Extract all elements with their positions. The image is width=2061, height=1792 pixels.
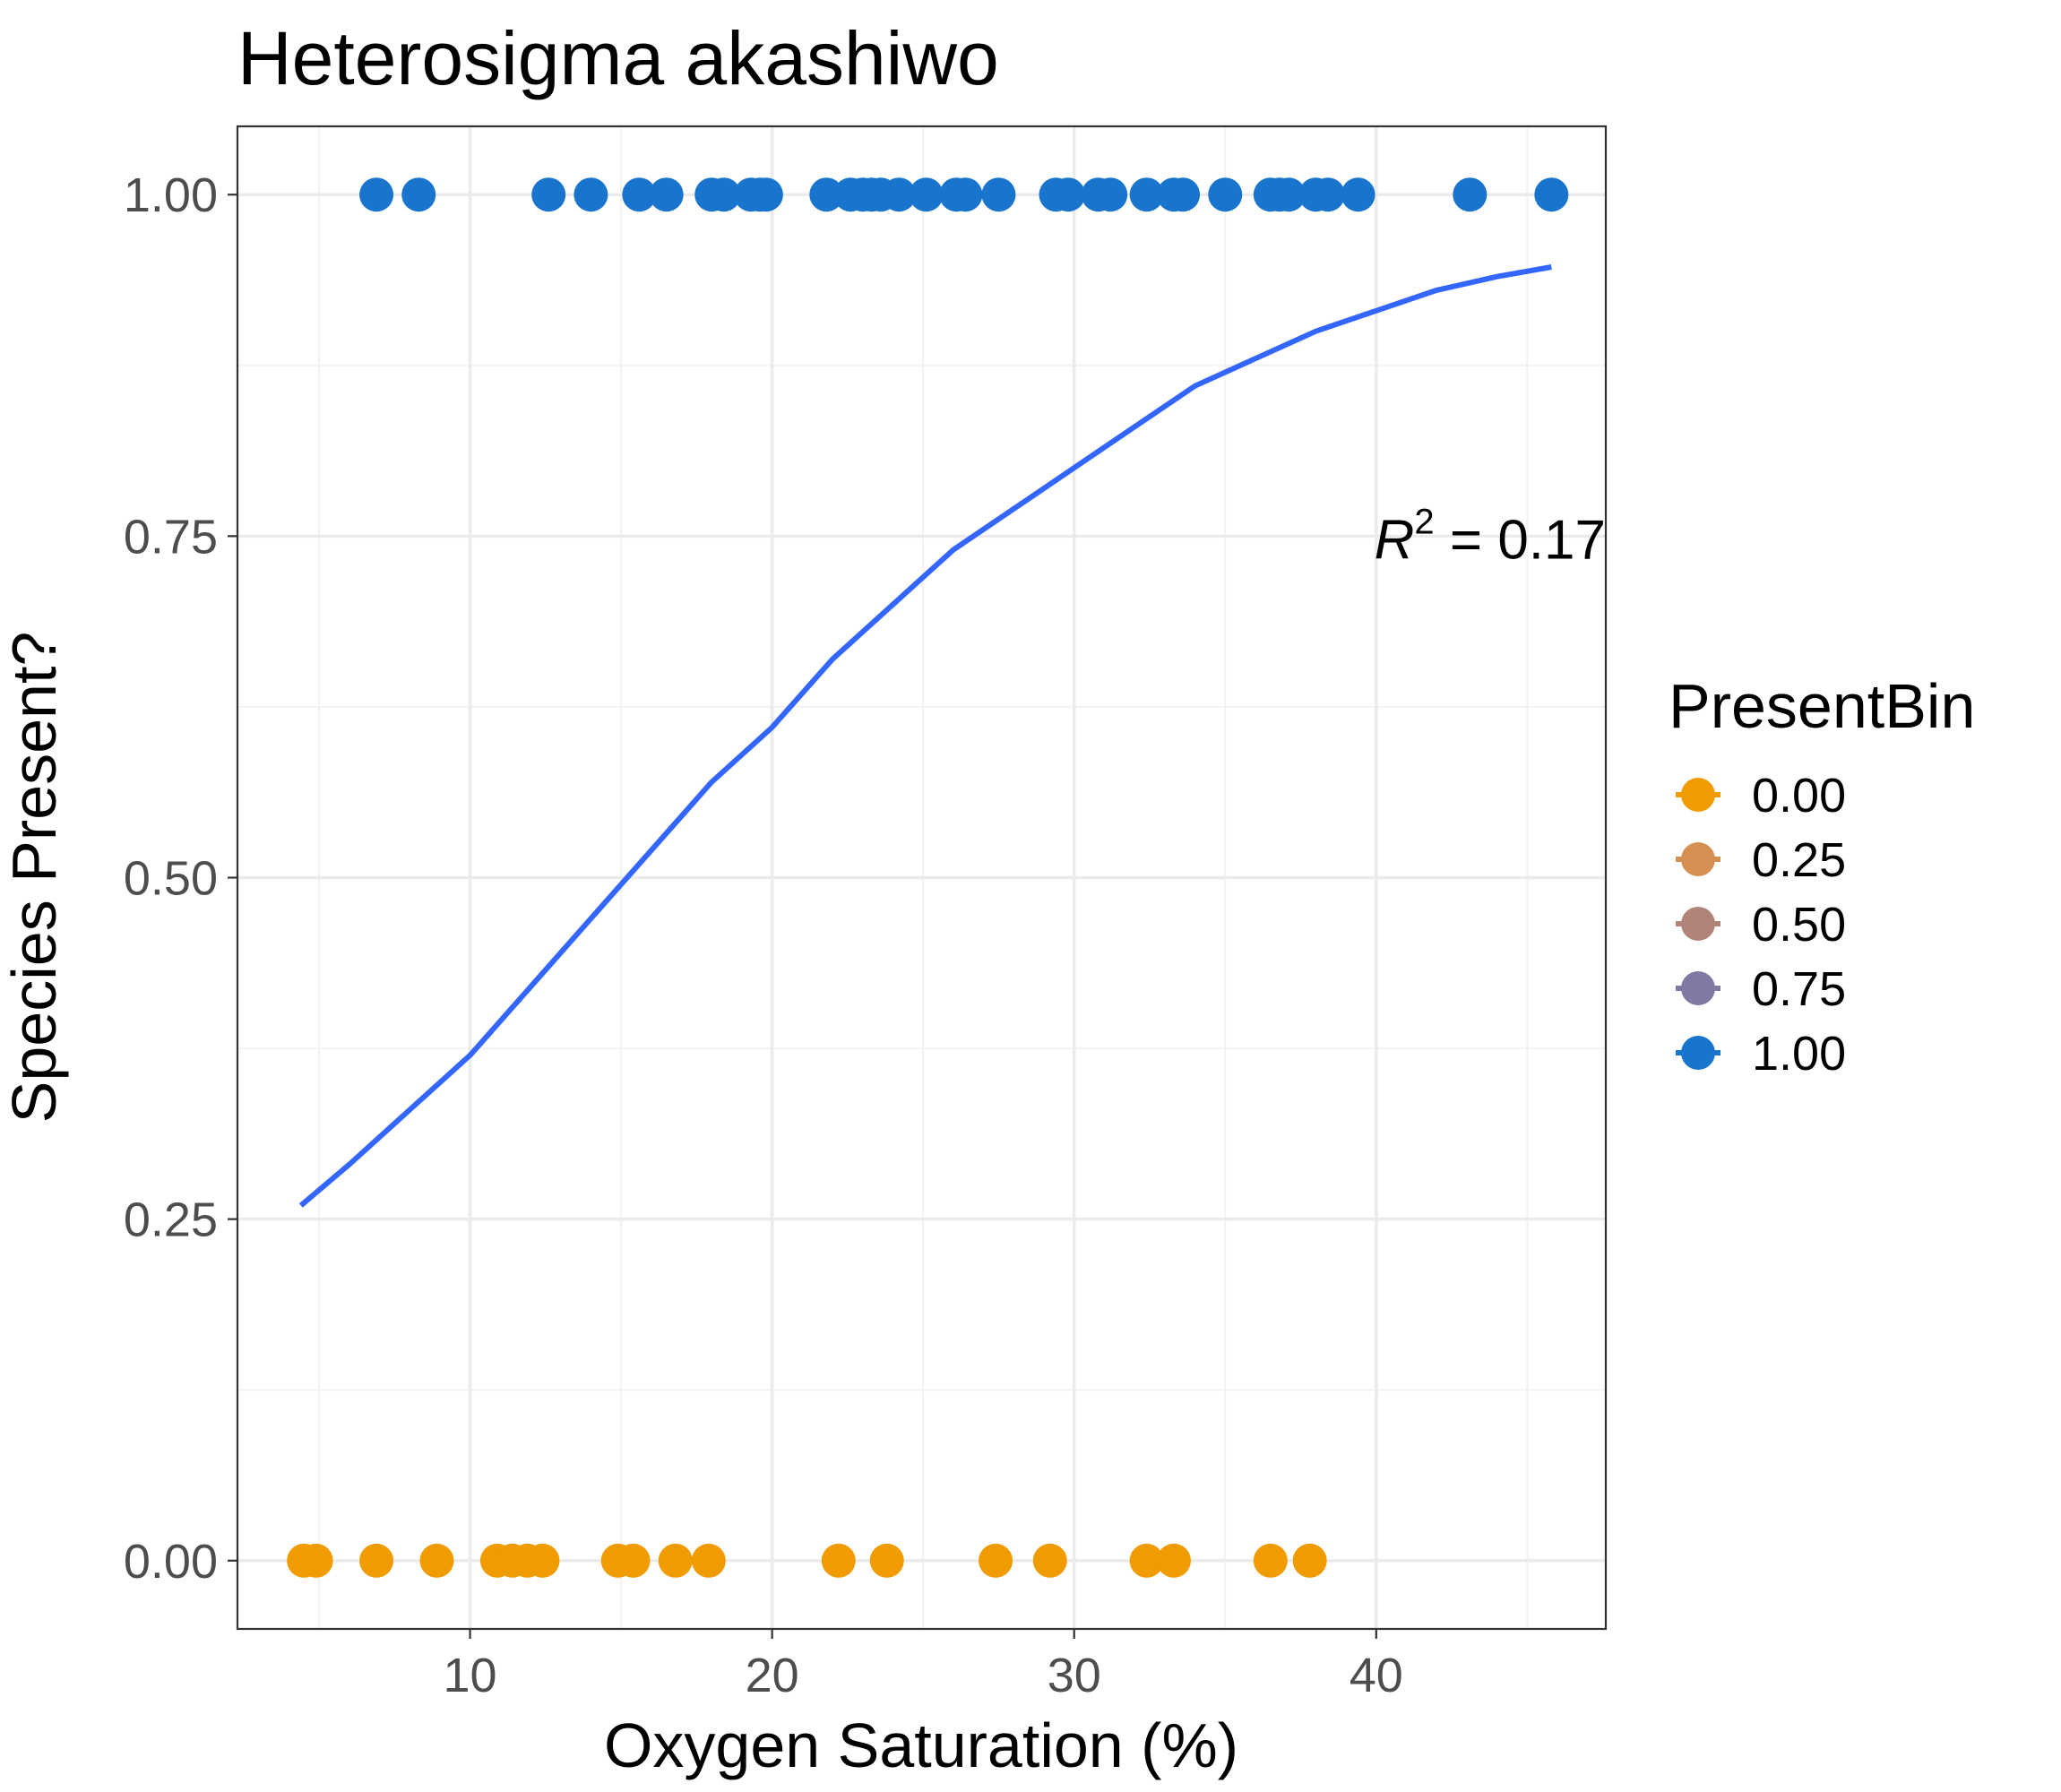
data-point <box>622 177 657 212</box>
data-point <box>401 177 436 212</box>
data-point <box>1166 177 1201 212</box>
data-point <box>979 1543 1013 1578</box>
y-tick-label: 0.75 <box>124 510 218 564</box>
data-point <box>298 1543 333 1578</box>
x-tick-label: 40 <box>1350 1649 1403 1702</box>
data-point <box>748 177 783 212</box>
legend-key-point <box>1681 842 1715 876</box>
y-tick-label: 0.00 <box>124 1535 218 1589</box>
data-point <box>1341 177 1375 212</box>
data-point <box>691 1543 726 1578</box>
data-point <box>981 177 1016 212</box>
x-tick-label: 30 <box>1048 1649 1101 1702</box>
data-point <box>1093 177 1128 212</box>
annotation-superscript: 2 <box>1414 503 1434 542</box>
y-tick-label: 1.00 <box>124 168 218 222</box>
data-point <box>419 1543 454 1578</box>
legend-key-point <box>1681 778 1715 812</box>
points-layer <box>287 177 1569 1578</box>
data-point <box>1253 1543 1288 1578</box>
data-point <box>1292 1543 1327 1578</box>
legend-label: 0.50 <box>1752 898 1846 952</box>
data-point <box>573 177 608 212</box>
fit-layer <box>298 264 1552 1208</box>
data-point <box>1129 1543 1164 1578</box>
data-point <box>869 1543 904 1578</box>
y-tick-label: 0.25 <box>124 1193 218 1247</box>
data-point <box>359 1543 394 1578</box>
y-tick-label: 0.50 <box>124 852 218 906</box>
legend-key-point <box>1681 1036 1715 1070</box>
data-point <box>821 1543 856 1578</box>
fit-curve <box>298 264 1552 1208</box>
data-point <box>1272 177 1306 212</box>
data-point <box>1156 1543 1191 1578</box>
data-point <box>359 177 394 212</box>
data-point <box>706 177 741 212</box>
x-tick-label: 20 <box>746 1649 799 1702</box>
x-axis-title: Oxygen Saturation (%) <box>604 1710 1238 1780</box>
x-axis-ticks: 10 20 30 40 <box>444 1629 1403 1702</box>
legend-key-point <box>1681 907 1715 941</box>
annotation-variable: R <box>1375 510 1415 572</box>
data-point <box>1129 177 1164 212</box>
data-point <box>1453 177 1488 212</box>
y-axis-ticks: 0.00 0.25 0.50 0.75 1.00 <box>124 168 237 1589</box>
annotation-value: = 0.17 <box>1435 510 1606 572</box>
legend-label: 0.75 <box>1752 962 1846 1016</box>
legend-label: 0.00 <box>1752 769 1846 823</box>
data-point <box>1310 177 1345 212</box>
data-point <box>948 177 983 212</box>
y-axis-title: Species Present? <box>0 632 69 1124</box>
data-point <box>1050 177 1085 212</box>
legend-entry: 0.75 <box>1676 962 1846 1016</box>
data-point <box>882 177 917 212</box>
data-point <box>909 177 944 212</box>
data-point <box>809 177 844 212</box>
legend-title: PresentBin <box>1669 671 1975 741</box>
legend-entry: 0.00 <box>1676 769 1846 823</box>
data-point <box>616 1543 651 1578</box>
r-squared-annotation: R2 = 0.17 <box>1375 503 1606 572</box>
data-point <box>531 177 566 212</box>
data-point <box>1208 177 1243 212</box>
data-point <box>1032 1543 1067 1578</box>
data-point <box>525 1543 560 1578</box>
x-tick-label: 10 <box>444 1649 497 1702</box>
legend-entries: 0.00 0.25 0.50 0.75 1.00 <box>1676 769 1846 1081</box>
data-point <box>1534 177 1569 212</box>
legend: PresentBin 0.00 0.25 0.50 0.75 1.00 <box>1669 671 1975 1081</box>
legend-label: 0.25 <box>1752 833 1846 887</box>
chart-title: Heterosigma akashiwo <box>237 16 999 100</box>
data-point <box>649 177 684 212</box>
major-gridlines <box>237 126 1606 1629</box>
legend-entry: 0.25 <box>1676 833 1846 887</box>
legend-key-point <box>1681 971 1715 1005</box>
legend-entry: 1.00 <box>1676 1027 1846 1081</box>
data-point <box>658 1543 693 1578</box>
legend-label: 1.00 <box>1752 1027 1846 1081</box>
legend-entry: 0.50 <box>1676 898 1846 952</box>
